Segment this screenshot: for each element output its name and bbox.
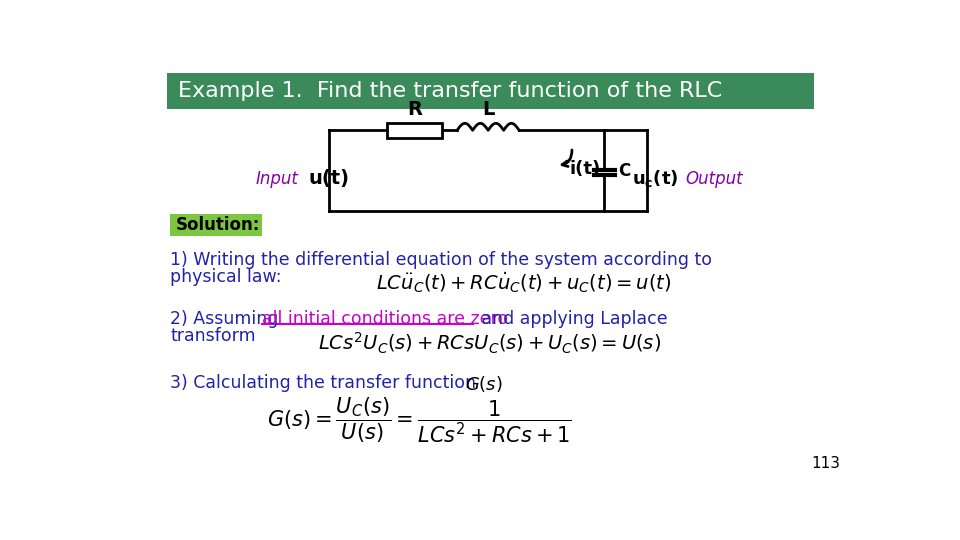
Text: and applying Laplace: and applying Laplace [476,310,667,328]
Text: 1) Writing the differential equation of the system according to: 1) Writing the differential equation of … [170,251,712,269]
Text: $LC\ddot{u}_{C}(t)+RC\dot{u}_{C}(t)+u_{C}(t)=u(t)$: $LC\ddot{u}_{C}(t)+RC\dot{u}_{C}(t)+u_{C… [375,269,671,294]
Text: i(t): i(t) [569,160,601,178]
Text: L: L [482,100,494,119]
Text: 3) Calculating the transfer function: 3) Calculating the transfer function [170,374,476,391]
Text: all initial conditions are zero: all initial conditions are zero [262,310,508,328]
Text: C: C [618,163,631,180]
Text: Solution:: Solution: [176,216,260,234]
Text: transform: transform [170,327,256,346]
Text: 2) Assuming: 2) Assuming [170,310,284,328]
Text: Output: Output [685,170,743,188]
Text: u(t): u(t) [309,169,349,188]
Text: $\mathbf{u_c(t)}$: $\mathbf{u_c(t)}$ [633,168,679,189]
Text: $G(s)$: $G(s)$ [465,374,503,394]
Text: $G(s)=\dfrac{U_{C}(s)}{U(s)}=\dfrac{1}{LCs^{2}+RCs+1}$: $G(s)=\dfrac{U_{C}(s)}{U(s)}=\dfrac{1}{L… [267,395,572,445]
Text: physical law:: physical law: [170,268,282,286]
Text: $LCs^{2}U_{C}(s)+RCsU_{C}(s)+U_{C}(s)=U(s)$: $LCs^{2}U_{C}(s)+RCsU_{C}(s)+U_{C}(s)=U(… [318,331,660,356]
Bar [166,72,814,110]
Text: 113: 113 [812,456,841,471]
Bar [388,123,442,138]
Bar [170,214,262,236]
Text: R: R [407,100,422,119]
Text: Input: Input [255,170,299,188]
Text: Example 1.  Find the transfer function of the RLC: Example 1. Find the transfer function of… [179,81,722,101]
